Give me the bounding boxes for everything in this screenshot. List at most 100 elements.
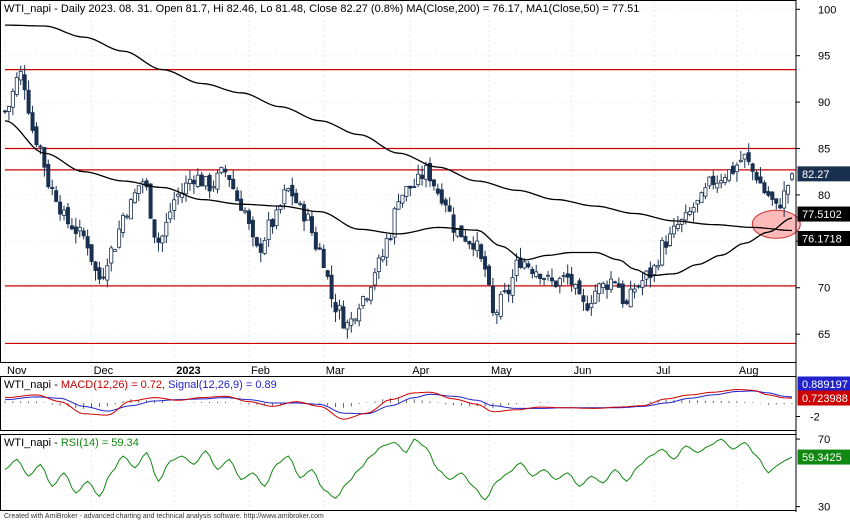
candle-body (62, 209, 67, 216)
y-tick-label: 80 (818, 190, 830, 202)
candle-body (337, 304, 342, 311)
candle-body (455, 229, 460, 237)
candle-body (542, 278, 547, 280)
candle-body (282, 189, 287, 205)
candle-body (81, 230, 86, 237)
candle-body (553, 280, 558, 287)
candle-body (549, 277, 554, 282)
candle-body (683, 212, 688, 221)
candle-body (235, 190, 240, 202)
panel-frame (0, 0, 797, 363)
candle-body (10, 90, 15, 108)
candle-body (302, 204, 307, 222)
candle-body (628, 288, 633, 308)
candle-body (447, 205, 452, 212)
x-tick-label: Feb (251, 365, 270, 377)
candle-body (404, 186, 409, 197)
x-tick-label: Nov (7, 365, 27, 377)
candle-body (581, 295, 586, 302)
candle-body (136, 185, 141, 194)
candle-body (262, 240, 267, 254)
rsi-tag-text: 59.3425 (802, 452, 842, 464)
candle-body (254, 237, 259, 246)
candle-body (431, 179, 436, 187)
candle-body (176, 193, 181, 197)
candle-body (77, 226, 82, 232)
candle-body (711, 175, 716, 185)
candle-body (502, 290, 507, 293)
candle-body (191, 179, 196, 185)
last-close-tag-box (797, 166, 850, 182)
candle-body (85, 236, 90, 249)
candle-body (703, 187, 708, 197)
candle-body (207, 174, 212, 192)
candle-body (416, 173, 421, 186)
rsi-tag: 59.3425 (797, 449, 850, 465)
candle-body (534, 271, 539, 277)
x-tick-label: Jun (574, 365, 592, 377)
candle-body (435, 188, 440, 194)
candle-body (514, 259, 519, 276)
ma200-tag-text: 76.1718 (802, 233, 842, 245)
candle-body (561, 275, 566, 278)
candle-body (479, 244, 484, 259)
candle-body (54, 190, 59, 202)
moving-averages (4, 24, 793, 277)
candle-body (132, 192, 137, 204)
candle-body (660, 239, 665, 266)
y-tick-label: 85 (818, 144, 830, 156)
candle-body (490, 285, 495, 314)
candle-body (632, 288, 637, 293)
candle-body (742, 153, 747, 160)
candle-body (762, 182, 767, 194)
candle-body (156, 237, 161, 243)
candle-body (612, 281, 617, 284)
candle-body (199, 174, 204, 187)
macd-line (4, 388, 793, 420)
candle-body (463, 236, 468, 242)
candle-body (34, 126, 39, 146)
candle-body (597, 283, 602, 295)
candle-body (93, 261, 98, 271)
candle-body (664, 241, 669, 248)
candle-body (349, 318, 354, 326)
candle-body (353, 318, 358, 322)
candle-body (396, 201, 401, 210)
macd-symbol: WTI_napi (4, 379, 51, 391)
candle-body (298, 202, 303, 205)
candle-body (487, 265, 492, 285)
candle-body (459, 225, 464, 238)
candle-body (101, 276, 106, 279)
candle-body (325, 270, 330, 277)
candle-body (593, 290, 598, 304)
candle-body (376, 257, 381, 272)
candle-body (274, 209, 279, 227)
candle-body (778, 204, 783, 209)
candle-body (451, 214, 456, 233)
candle-body (730, 165, 735, 174)
candle-body (22, 74, 27, 91)
candle-body (168, 211, 173, 220)
candle-body (144, 180, 149, 188)
candle-body (585, 303, 590, 311)
candle-body (368, 286, 373, 301)
candle-body (317, 247, 322, 250)
macd-tag-text: 0.723988 (802, 393, 848, 405)
y-tick-label: 90 (818, 97, 830, 109)
macd-axis-tick: -2 (810, 412, 820, 424)
candle-body (475, 240, 480, 252)
candle-body (400, 194, 405, 204)
candle-body (124, 215, 129, 218)
period-label: Daily 2023. 08. 31. (61, 3, 153, 15)
candle-body (668, 233, 673, 246)
candle-body (648, 267, 653, 278)
candle-body (687, 211, 692, 215)
y-tick-label: 65 (818, 329, 830, 341)
candle-body (601, 283, 606, 288)
macd-tag-box (797, 390, 850, 406)
signal-label: Signal(12,26,9) = 0.89 (168, 379, 277, 391)
candle-body (691, 206, 696, 213)
candle-body (608, 278, 613, 290)
candle-body (152, 219, 157, 238)
candle-body (270, 219, 275, 227)
